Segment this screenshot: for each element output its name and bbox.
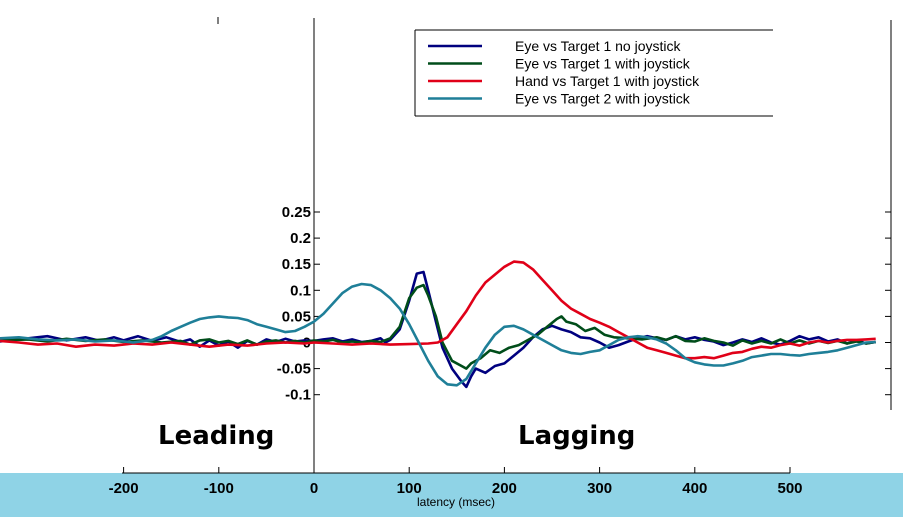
- y-tick-label: 0.2: [290, 230, 311, 247]
- y-tick-label: 0.1: [290, 282, 311, 299]
- annotation-leading: Leading: [158, 421, 274, 451]
- x-tick-label: 100: [397, 480, 422, 497]
- x-tick-label: 400: [682, 480, 707, 497]
- legend-box: [415, 30, 773, 116]
- axes: 0.250.20.150.10.050-0.05-0.1-200 -100 0 100…: [109, 17, 892, 497]
- y-tick-label: 0.15: [282, 256, 311, 273]
- legend-label-1: Eye vs Target 1 no joystick: [515, 38, 681, 54]
- y-tick-label: 0.25: [282, 204, 311, 221]
- series-line-2: [0, 283, 876, 370]
- x-tick-label: 500: [777, 480, 802, 497]
- series-line-4: [0, 282, 876, 387]
- x-tick-label: -100: [204, 480, 234, 497]
- x-tick-label: -200: [109, 480, 139, 497]
- series-group: [0, 260, 876, 389]
- y-tick-label: 0.05: [282, 308, 311, 325]
- y-tick-label: -0.05: [277, 361, 311, 378]
- legend-label-2: Eye vs Target 1 with joystick: [515, 56, 691, 72]
- legend: Eye vs Target 1 no joystick Eye vs Target…: [414, 29, 773, 117]
- x-tick-label: 0: [310, 480, 318, 497]
- legend-label-4: Eye vs Target 2 with joystick: [515, 91, 691, 107]
- series-line-3: [0, 260, 876, 360]
- x-tick-label: 200: [492, 480, 517, 497]
- annotation-lagging: Lagging: [518, 421, 635, 451]
- x-axis-band: [0, 473, 903, 517]
- series-line-1: [0, 270, 876, 389]
- y-tick-label: -0.1: [285, 387, 311, 404]
- legend-label-3: Hand vs Target 1 with joystick: [515, 73, 700, 89]
- x-tick-label: 300: [587, 480, 612, 497]
- x-axis-label: latency (msec): [417, 495, 495, 509]
